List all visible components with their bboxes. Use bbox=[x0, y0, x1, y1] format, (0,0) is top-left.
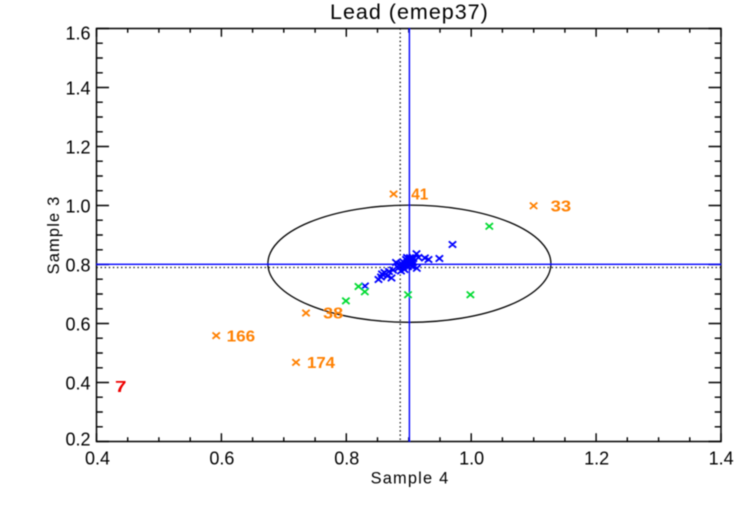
svg-text:1.0: 1.0 bbox=[65, 196, 90, 216]
svg-text:0.6: 0.6 bbox=[209, 449, 234, 469]
svg-text:1.2: 1.2 bbox=[584, 449, 609, 469]
svg-text:7: 7 bbox=[115, 379, 127, 396]
svg-text:0.8: 0.8 bbox=[65, 255, 90, 275]
svg-text:41: 41 bbox=[411, 186, 428, 203]
svg-text:0.4: 0.4 bbox=[85, 449, 110, 469]
svg-text:Sample 4: Sample 4 bbox=[371, 469, 450, 487]
svg-text:1.4: 1.4 bbox=[709, 449, 734, 469]
svg-text:0.4: 0.4 bbox=[65, 373, 90, 393]
svg-text:38: 38 bbox=[323, 306, 343, 323]
svg-text:174: 174 bbox=[307, 355, 335, 372]
svg-text:1.4: 1.4 bbox=[65, 78, 90, 98]
svg-text:0.8: 0.8 bbox=[334, 449, 359, 469]
svg-text:Sample 3: Sample 3 bbox=[45, 196, 63, 275]
svg-text:Lead (emep37): Lead (emep37) bbox=[330, 0, 489, 24]
svg-text:33: 33 bbox=[551, 199, 572, 216]
svg-text:0.2: 0.2 bbox=[65, 429, 90, 449]
svg-text:1.0: 1.0 bbox=[459, 449, 484, 469]
svg-text:0.6: 0.6 bbox=[65, 314, 90, 334]
svg-text:1.2: 1.2 bbox=[65, 137, 90, 157]
svg-text:166: 166 bbox=[227, 328, 256, 345]
svg-text:1.6: 1.6 bbox=[65, 24, 90, 44]
